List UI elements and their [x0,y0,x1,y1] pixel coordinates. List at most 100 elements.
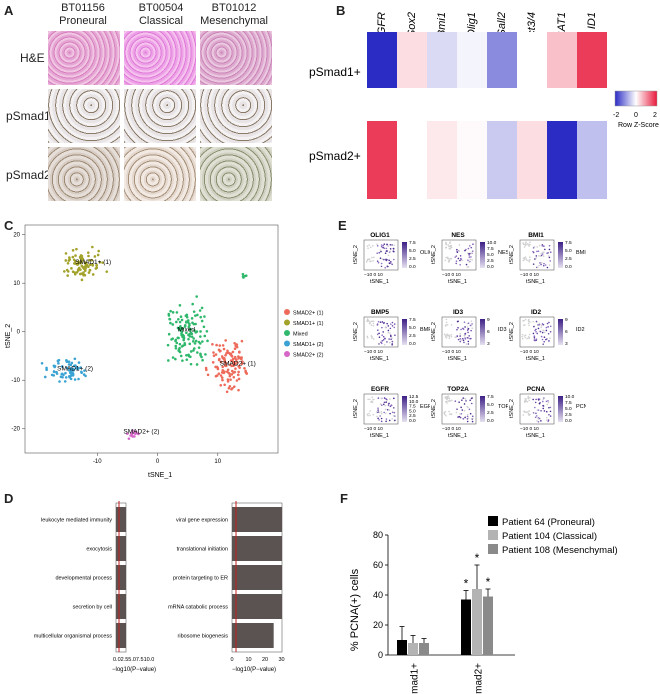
feature-xticks: −10 0 10 [364,272,383,278]
tsne-point [82,267,86,270]
heatmap-row-label-2: pSmad2+ [309,149,361,163]
tsne-point [76,268,80,271]
feature-point [522,242,524,244]
tsne-point [72,369,75,372]
feature-point [541,331,544,334]
feature-point [545,419,548,421]
panel-d: leukocyte mediated immunity exocytosis dev… [34,501,285,673]
feature-point [384,252,387,255]
heatmap-panel-b: EGFR Sox2 Bmi1 Olig1 Sall2 Oct3/4 SAT1 ID1 pSma… [309,12,659,199]
feature-point [450,246,453,249]
tsne-point [214,353,218,356]
heatmap-gene-label: Sox2 [406,12,418,37]
tsne-point [88,263,92,267]
feature-point [468,254,470,256]
feature-point [522,243,525,246]
feature-point [466,329,469,332]
tsne-point [223,356,226,360]
feature-point [371,256,373,259]
tsne-legend-swatch [284,351,290,357]
feature-point [535,328,537,331]
tsne-point [85,264,89,268]
heatmap-cell [487,32,517,88]
tsne-point [66,270,70,273]
tsne-point [175,311,179,314]
heatmap-cell [367,121,397,199]
tsne-point [234,358,238,362]
tsne-point [224,364,228,368]
feature-point [380,342,383,345]
tsne-point [236,361,239,364]
tsne-point [178,346,181,350]
feature-point [471,250,474,252]
feature-plot-title: BMI1 [528,232,544,239]
tsne-point [221,369,225,372]
tsne-point [174,339,177,343]
feature-point [466,252,469,254]
feature-point [542,329,544,332]
tsne-point [182,335,185,339]
tsne-point [185,358,189,361]
feature-plot-frame [519,393,555,425]
feature-point [372,413,374,416]
feature-point [451,399,453,402]
feature-point [372,399,374,401]
micrograph-he-2 [124,31,196,85]
feature-scale-label: 5.0 [487,252,494,258]
feature-point [464,398,467,400]
go-bar [116,536,126,561]
tsne-point [65,359,68,362]
feature-point [460,412,463,415]
heatmap-gene-label: ID1 [586,12,598,29]
feature-point [465,343,468,345]
tsne-point [203,334,207,338]
feature-colorbar [402,319,407,345]
tsne-point [228,363,232,367]
tsne-point [219,374,223,377]
tsne-point [238,350,241,354]
tsne-point [80,257,84,260]
tsne-point [64,252,68,255]
feature-point [521,337,524,340]
tsne-point [237,388,240,392]
tsne-legend-label: SMAD1+ (2) [293,342,324,348]
tsne-point [137,432,140,436]
feature-point [537,327,540,330]
feature-point [379,321,382,323]
feature-xlabel: tSNE_1 [448,356,467,362]
feature-point [388,419,391,422]
panel-label-e: E [338,218,347,233]
tsne-point [204,366,208,370]
feature-point [543,245,545,247]
tsne-point [202,325,206,329]
feature-point [460,258,462,261]
tsne-point [226,378,230,381]
feature-point [548,264,551,266]
feature-scale-label: 5.0 [409,248,416,254]
tsne-cluster-label: SMAD2+ (1) [220,361,256,368]
heatmap-cell [487,121,517,199]
panel-label-d: D [4,491,14,506]
tsne-point [82,271,85,274]
micrograph-he-1 [48,31,120,85]
feature-point [378,411,381,414]
tsne-point [131,429,134,432]
feature-point [527,322,530,325]
feature-point [524,318,527,321]
tsne-point [197,340,201,344]
feature-point [454,400,457,402]
tsne-point [235,379,239,382]
feature-point [472,417,474,420]
tsne-point [194,322,197,326]
feature-point [535,412,537,415]
tsne-point [57,362,60,365]
feature-point [536,246,538,248]
feature-point [532,412,535,414]
feature-point [373,256,375,259]
feature-point [545,410,548,413]
colorbar-max: 2 [653,112,657,119]
tsne-point [178,320,182,324]
feature-point [386,400,388,402]
